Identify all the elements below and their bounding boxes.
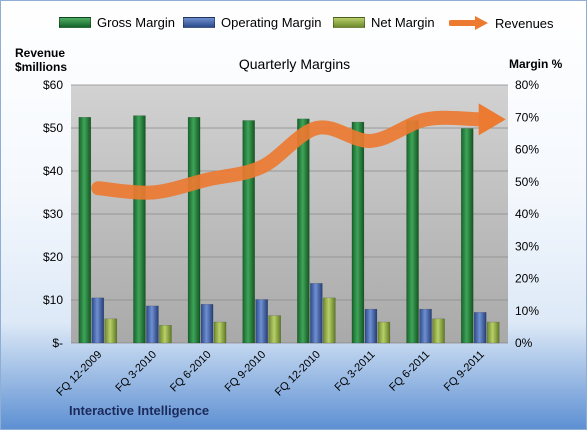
right-tick-label: 70% bbox=[515, 110, 539, 124]
right-tick-label: 60% bbox=[515, 143, 539, 157]
right-tick-label: 80% bbox=[515, 78, 539, 92]
gross-margin-bar bbox=[351, 121, 365, 344]
left-tick-label: $10 bbox=[43, 293, 63, 307]
net-margin-bar bbox=[213, 321, 227, 344]
legend-gross-label: Gross Margin bbox=[97, 15, 176, 30]
operating-margin-bar bbox=[91, 297, 105, 344]
legend-operating-label: Operating Margin bbox=[221, 15, 322, 30]
left-tick-label: $- bbox=[52, 336, 63, 350]
category-tick-label: FQ 9-2010 bbox=[223, 349, 269, 395]
left-axis-title: Revenue $millions bbox=[15, 46, 67, 74]
left-axis-title-line1: Revenue bbox=[15, 46, 66, 60]
chart-title: Quarterly Margins bbox=[238, 56, 351, 72]
left-tick-label: $50 bbox=[43, 121, 63, 135]
category-tick-label: FQ 6-2011 bbox=[387, 349, 432, 394]
right-tick-label: 50% bbox=[515, 175, 539, 189]
net-margin-bar bbox=[486, 321, 500, 344]
operating-margin-swatch bbox=[183, 17, 215, 28]
operating-margin-bar bbox=[473, 312, 487, 344]
net-margin-bar bbox=[104, 318, 118, 344]
category-axis-ticks: FQ 12-2009 FQ 3-2010 FQ 6-2010 FQ 9-2010 FQ … bbox=[54, 349, 486, 399]
net-margin-bar bbox=[323, 297, 336, 344]
net-margin-swatch bbox=[333, 17, 365, 28]
operating-margin-bar bbox=[146, 305, 159, 344]
category-tick-label: FQ 12-2010 bbox=[273, 349, 323, 399]
bars bbox=[78, 115, 500, 344]
revenue-line-path bbox=[91, 110, 488, 200]
legend-net-margin: Net Margin bbox=[333, 15, 435, 30]
left-tick-label: $40 bbox=[43, 164, 63, 178]
gross-margin-bar bbox=[406, 120, 419, 344]
operating-margin-bar bbox=[310, 283, 323, 344]
legend-gross-margin: Gross Margin bbox=[59, 15, 175, 30]
operating-margin-bar bbox=[255, 299, 268, 344]
legend-revenues: Revenues bbox=[449, 15, 554, 31]
footer-company-name: Interactive Intelligence bbox=[69, 403, 210, 418]
category-tick-label: FQ 12-2009 bbox=[54, 349, 104, 399]
right-axis-title: Margin % bbox=[509, 57, 563, 71]
left-tick-label: $60 bbox=[43, 78, 63, 92]
gross-margin-bar bbox=[460, 128, 474, 344]
category-tick-label: FQ 9-2011 bbox=[442, 349, 487, 394]
left-tick-label: $20 bbox=[43, 250, 63, 264]
category-tick-label: FQ 6-2010 bbox=[168, 349, 214, 395]
right-tick-label: 40% bbox=[515, 207, 539, 221]
category-tick-label: FQ 3-2010 bbox=[113, 349, 159, 395]
category-tick-label: FQ 3-2011 bbox=[332, 349, 377, 394]
net-margin-bar bbox=[159, 325, 172, 344]
gross-margin-bar bbox=[297, 118, 310, 344]
legend: Gross Margin Operating Margin Net Margin… bbox=[1, 15, 587, 37]
left-axis-title-line2: $millions bbox=[15, 60, 68, 74]
operating-margin-bar bbox=[419, 308, 432, 344]
net-margin-bar bbox=[432, 318, 445, 344]
gross-margin-swatch bbox=[59, 17, 91, 28]
revenue-arrowhead bbox=[478, 103, 506, 136]
revenue-line bbox=[91, 103, 506, 200]
operating-margin-bar bbox=[200, 304, 214, 344]
gross-margin-bar bbox=[133, 115, 146, 344]
left-axis-ticks: $- $10 $20 $30 $40 $50 $60 bbox=[43, 78, 63, 350]
gross-margin-bar bbox=[242, 120, 255, 344]
right-tick-label: 0% bbox=[515, 336, 533, 350]
operating-margin-bar bbox=[364, 308, 378, 344]
right-tick-label: 20% bbox=[515, 272, 539, 286]
gross-margin-bar bbox=[187, 117, 201, 344]
left-tick-label: $30 bbox=[43, 207, 63, 221]
legend-operating-margin: Operating Margin bbox=[183, 15, 321, 30]
revenues-arrow-icon bbox=[449, 16, 488, 30]
right-axis-ticks: 0% 10% 20% 30% 40% 50% 60% 70% 80% bbox=[515, 78, 539, 350]
right-tick-label: 30% bbox=[515, 239, 539, 253]
net-margin-bar bbox=[377, 321, 391, 344]
legend-net-label: Net Margin bbox=[371, 15, 435, 30]
legend-revenues-label: Revenues bbox=[495, 15, 554, 31]
net-margin-bar bbox=[268, 315, 281, 344]
right-tick-label: 10% bbox=[515, 304, 539, 318]
gross-margin-bar bbox=[78, 117, 92, 344]
